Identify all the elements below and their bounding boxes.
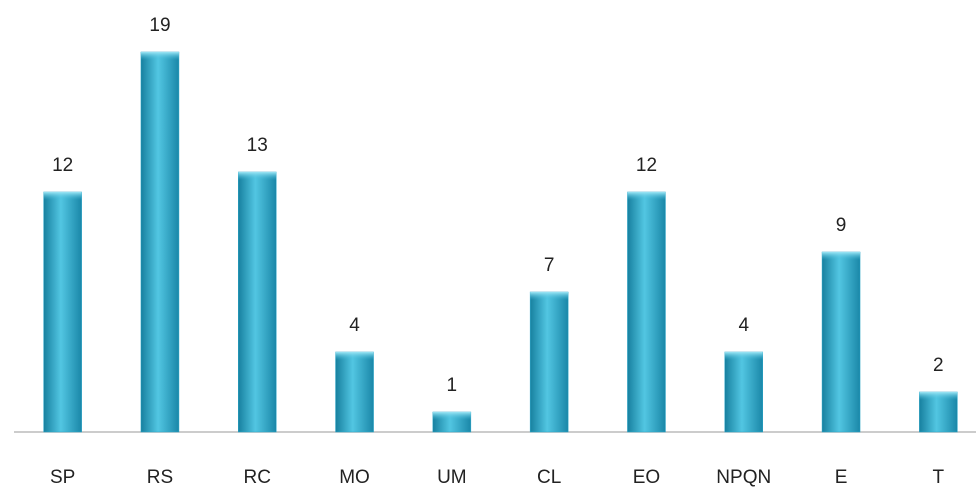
bar-cap <box>822 252 861 260</box>
x-tick-label: E <box>835 467 848 488</box>
x-tick-label: RS <box>147 467 173 488</box>
bar-cap <box>724 352 763 360</box>
bar <box>238 171 277 433</box>
bar <box>140 51 180 433</box>
value-label: 1 <box>447 375 458 396</box>
bar-cap <box>919 392 958 400</box>
value-label: 4 <box>349 315 360 336</box>
x-tick-label: SP <box>50 467 75 488</box>
bar <box>335 351 374 433</box>
value-label: 12 <box>52 155 73 176</box>
value-label: 19 <box>149 15 170 36</box>
value-label: 7 <box>544 255 555 276</box>
bar-cap <box>530 292 569 300</box>
x-tick-label: EO <box>633 467 660 488</box>
bar-cap <box>432 412 471 420</box>
value-label: 12 <box>636 155 657 176</box>
bar <box>821 251 861 433</box>
bar-cap <box>43 192 82 200</box>
x-tick-label: CL <box>537 467 561 488</box>
bar-cap <box>335 352 374 360</box>
x-tick-label: MO <box>339 467 370 488</box>
bar <box>43 191 82 433</box>
x-tick-label: NPQN <box>716 467 771 488</box>
bar-cap <box>140 52 179 60</box>
bar <box>529 291 569 433</box>
bar <box>627 191 666 433</box>
value-label: 2 <box>933 355 944 376</box>
bar-cap <box>238 172 277 180</box>
value-label: 13 <box>247 135 268 156</box>
value-label: 4 <box>738 315 749 336</box>
bar-cap <box>627 192 666 200</box>
x-tick-label: RC <box>244 467 271 488</box>
value-label: 9 <box>836 215 847 236</box>
bar <box>724 351 763 433</box>
x-tick-label: T <box>933 467 945 488</box>
x-tick-label: UM <box>437 467 467 488</box>
